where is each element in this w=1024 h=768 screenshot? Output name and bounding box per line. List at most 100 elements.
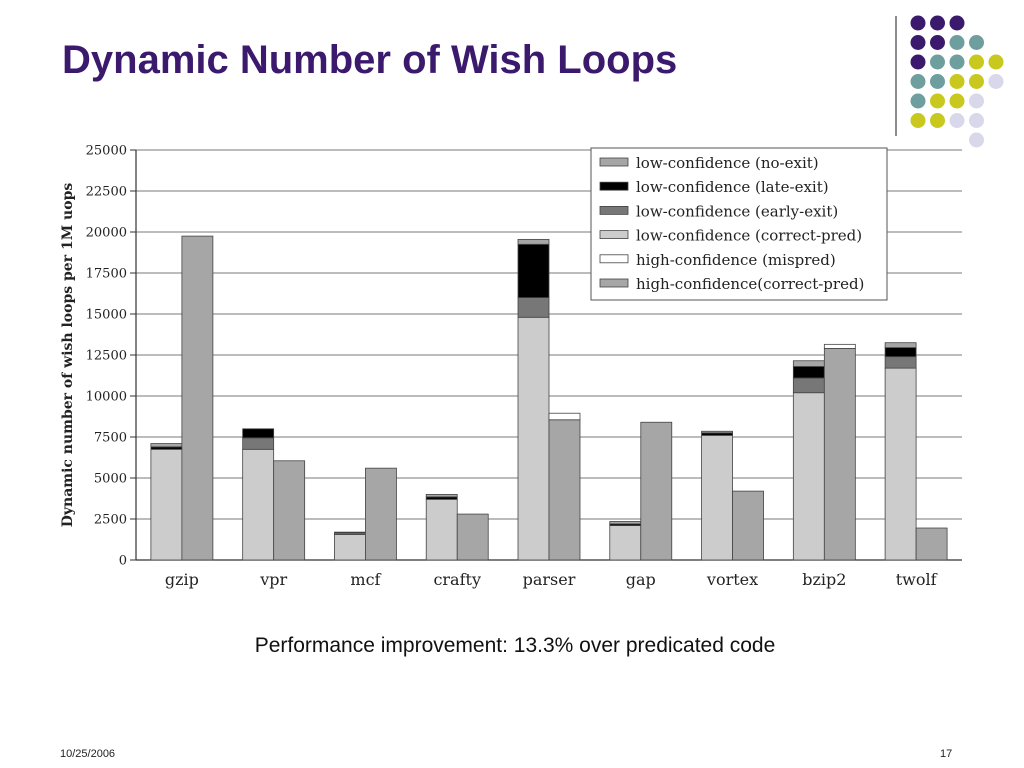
title-divider: [895, 16, 897, 136]
bar-segment-crafty: [425, 498, 458, 561]
bar-chart: 0 2500 5000 7500 10000 12500 15000 17500 20000 22…: [60, 144, 962, 589]
decorative-dot-grid: [910, 15, 1004, 148]
category-label: crafty: [433, 570, 481, 589]
bar-segment-gzip: [181, 235, 214, 561]
decorative-dot: [910, 15, 926, 31]
bar-segment-twolf: [915, 527, 948, 561]
legend-swatch: [599, 157, 629, 167]
legend-box: [590, 147, 888, 301]
y-tick-label: 17500: [86, 267, 127, 282]
legend-swatch: [599, 278, 629, 288]
page-number: 17: [940, 748, 953, 760]
decorative-dot: [949, 74, 965, 89]
bar-segment-gap: [609, 521, 642, 525]
bar-segment-crafty: [425, 493, 458, 498]
bar-segment-vortex: [701, 430, 733, 434]
decorative-dot: [930, 113, 945, 128]
decorative-dot: [969, 74, 984, 89]
decorative-dot: [930, 54, 945, 70]
bar-segment-vortex: [732, 490, 764, 561]
decorative-dot: [949, 93, 965, 109]
bar-segment-vpr: [273, 460, 306, 561]
bar-segment-bzip2: [823, 348, 856, 561]
category-label: vpr: [259, 570, 287, 589]
category-label: mcf: [350, 570, 381, 589]
bar-segment-parser: [548, 412, 581, 421]
bar-segment-gzip: [150, 443, 183, 448]
bar-segment-mcf: [334, 534, 366, 561]
y-axis-label: Dynamic number of wish loops per 1M uops: [60, 183, 76, 528]
bar-segment-vpr: [242, 448, 275, 561]
y-tick-label: 25000: [86, 144, 127, 159]
decorative-dot: [910, 74, 926, 89]
bar-segment-parser: [517, 243, 550, 299]
y-tick-label: 2500: [94, 513, 127, 528]
bar-segment-twolf: [884, 347, 917, 358]
decorative-dot: [988, 74, 1004, 89]
decorative-dot: [910, 35, 926, 50]
y-tick-label: 22500: [86, 185, 127, 200]
decorative-dot: [930, 15, 945, 31]
bar-segment-twolf: [884, 356, 917, 369]
legend-entry: high-confidence(correct-pred): [636, 275, 864, 293]
y-tick-label: 5000: [94, 472, 127, 487]
decorative-dot: [949, 54, 965, 70]
bar-segment-parser: [548, 419, 581, 561]
bar-segment-crafty: [456, 513, 489, 561]
bar-segment-bzip2: [792, 377, 825, 394]
legend-swatch: [599, 206, 629, 215]
decorative-dot: [910, 93, 926, 109]
bar-segment-twolf: [884, 367, 917, 561]
legend-entry: low-confidence (early-exit): [636, 202, 838, 220]
legend-swatch: [599, 230, 629, 239]
legend-entry: low-confidence (correct-pred): [636, 227, 862, 245]
bar-segment-parser: [517, 316, 550, 561]
decorative-dot: [969, 35, 984, 50]
bar-segment-bzip2: [792, 360, 825, 367]
bar-segment-gzip: [150, 448, 183, 561]
decorative-dot: [930, 35, 945, 50]
bar-segment-bzip2: [792, 392, 825, 561]
y-tick-label: 10000: [86, 390, 127, 405]
category-label: twolf: [896, 570, 938, 589]
y-tick-label: 20000: [86, 226, 127, 241]
slide-title: Dynamic Number of Wish Loops: [62, 38, 678, 82]
bar-segment-parser: [517, 297, 550, 318]
caption: Performance improvement: 13.3% over pred…: [254, 634, 776, 657]
y-tick-label: 0: [119, 554, 127, 569]
decorative-dot: [930, 93, 945, 109]
legend-entry: low-confidence (late-exit): [636, 178, 829, 196]
bar-segment-vpr: [242, 428, 275, 439]
bar-segment-twolf: [884, 342, 917, 349]
category-label: gzip: [165, 570, 199, 589]
y-tick-label: 7500: [94, 431, 127, 446]
bar-segment-mcf: [365, 467, 397, 561]
bar-segment-vpr: [242, 437, 275, 450]
decorative-dot: [969, 113, 984, 128]
legend-entry: low-confidence (no-exit): [636, 154, 819, 172]
bar-segment-mcf: [334, 531, 366, 534]
bar-segment-vortex: [701, 434, 733, 561]
category-label: vortex: [706, 570, 758, 589]
bar-segment-gap: [640, 421, 673, 561]
bar-segment-parser: [517, 238, 550, 245]
decorative-dot: [969, 93, 984, 109]
legend-swatch: [599, 254, 629, 264]
decorative-dot: [949, 113, 965, 128]
decorative-dot: [910, 54, 926, 70]
category-label: bzip2: [802, 570, 846, 589]
decorative-dot: [910, 113, 926, 128]
y-tick-label: 12500: [86, 349, 127, 364]
legend-entry: high-confidence (mispred): [636, 251, 836, 269]
bar-segment-bzip2: [823, 343, 856, 349]
footer-date: 10/25/2006: [60, 748, 116, 760]
decorative-dot: [988, 54, 1004, 70]
category-label: parser: [523, 570, 576, 589]
bar-segment-bzip2: [792, 366, 825, 379]
decorative-dot: [969, 54, 984, 70]
decorative-dot: [969, 132, 984, 148]
decorative-dot: [949, 15, 965, 31]
y-tick-label: 15000: [86, 308, 127, 323]
decorative-dot: [930, 74, 945, 89]
decorative-dot: [949, 35, 965, 50]
